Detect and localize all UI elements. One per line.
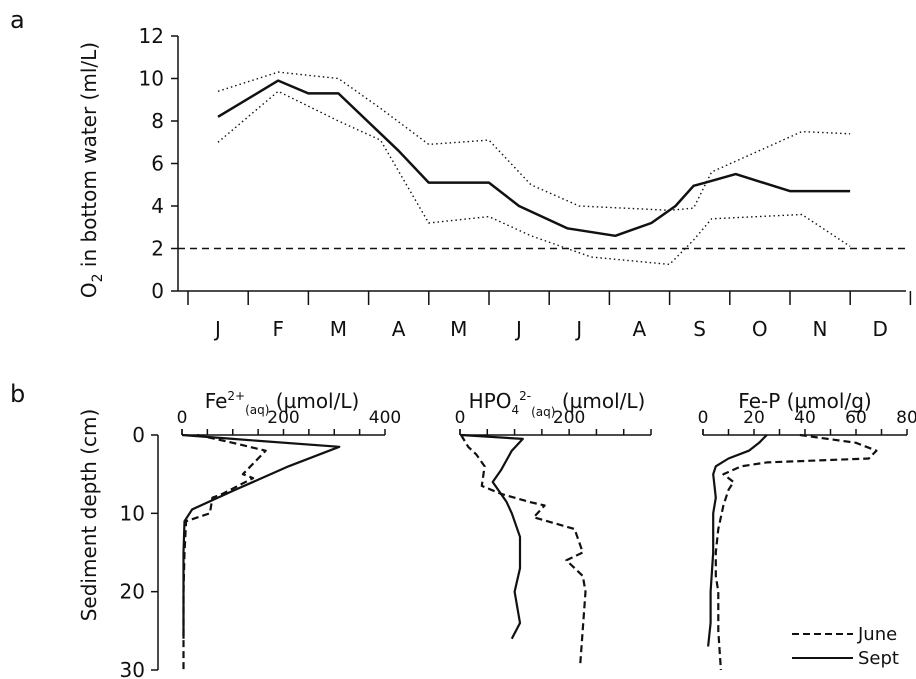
panel-a-month-label: D [872, 317, 887, 341]
panel-a-y-tick-label: 2 [151, 237, 164, 261]
x-tick-label: 0 [455, 408, 466, 428]
panel-a-month-label: O [752, 317, 768, 341]
sept-profile-line [461, 433, 524, 640]
ylabel-main: O [77, 282, 101, 298]
june-profile-line [182, 433, 267, 670]
sept-profile-line [707, 434, 768, 647]
panel-a-y-tick-label: 4 [151, 194, 164, 218]
hpo4-subplot: 0 200 [455, 408, 652, 667]
x-tick-label: 80 [896, 408, 916, 428]
panel-a-month-label: S [693, 317, 706, 341]
ylabel-rest: in bottom water (ml/L) [77, 42, 101, 274]
x-tick-label: 0 [177, 408, 188, 428]
panel-a-y-tick-label: 8 [151, 109, 164, 133]
hpo4-title-base: HPO [469, 389, 512, 413]
sept-profile-line [181, 433, 341, 639]
fe2-title-sub: (aq) [245, 403, 269, 417]
panel-a-series [178, 71, 906, 266]
panel-a-month-label: J [213, 317, 221, 341]
panel-a-month-label: M [330, 317, 347, 341]
panel-a-y-axis-label: O2 in bottom water (ml/L) [77, 42, 106, 298]
panel-b-y-tick-label: 10 [120, 501, 145, 525]
x-tick-label: 200 [267, 408, 299, 428]
legend-sept-label: Sept [858, 648, 899, 669]
june-profile-line [460, 434, 587, 667]
x-tick-label: 200 [553, 408, 585, 428]
panel-a-month-label: A [392, 317, 406, 341]
fe2-title-sup: 2+ [227, 389, 245, 403]
panel-a-month-label: N [813, 317, 828, 341]
panel-b-y-axis-label: Sediment depth (cm) [77, 409, 101, 622]
panel-a-month-label: M [450, 317, 467, 341]
fe2-subplot: 0 200 400 [177, 408, 401, 670]
panel-b-y-tick-label: 30 [120, 658, 145, 679]
panel-a-y-tick-label: 0 [151, 279, 164, 303]
fep-subplot: 0 20 40 60 80 [698, 408, 916, 671]
panel-b-y-tick-label: 20 [120, 580, 145, 604]
panel-a-y-axis: 0 2 4 6 8 10 12 [139, 24, 179, 303]
legend-june-label: June [857, 624, 897, 645]
hpo4-title-units: (µmol/L) [555, 389, 645, 413]
panel-a-month-label: J [514, 317, 522, 341]
x-tick-label: 400 [369, 408, 401, 428]
legend: June Sept [792, 624, 899, 669]
o2-range-line [217, 90, 851, 266]
june-profile-line [714, 433, 878, 671]
panel-a-y-tick-label: 10 [139, 67, 164, 91]
hpo4-title: HPO42-(aq) (µmol/L) [469, 389, 646, 419]
panel-a-month-label: F [272, 317, 284, 341]
x-tick-label: 0 [698, 408, 709, 428]
panel-a-month-label: A [633, 317, 647, 341]
panel-b-y-axis: 0 10 20 30 [120, 423, 159, 679]
hpo4-title-sup: 2- [519, 389, 531, 403]
fe2-title-base: Fe [205, 389, 228, 413]
hpo4-title-sub: (aq) [531, 405, 555, 419]
panel-b-y-tick-label: 0 [132, 423, 145, 447]
ylabel-subscript: 2 [90, 273, 106, 282]
x-tick-label: 20 [743, 408, 765, 428]
panel-b-label: b [10, 380, 25, 408]
panel-a-label: a [10, 6, 25, 34]
panel-a-y-tick-label: 12 [139, 24, 164, 48]
panel-a-month-label: J [574, 317, 582, 341]
fe2-title: Fe2+(aq) (µmol/L) [205, 389, 360, 417]
panel-a-y-tick-label: 6 [151, 152, 164, 176]
x-tick-label: 40 [794, 408, 816, 428]
mean-o2-line [217, 79, 851, 238]
x-tick-label: 60 [845, 408, 867, 428]
fep-title: Fe-P (µmol/g) [738, 389, 871, 413]
hpo4-title-sub4: 4 [512, 403, 520, 417]
fe2-title-units: (µmol/L) [269, 389, 359, 413]
